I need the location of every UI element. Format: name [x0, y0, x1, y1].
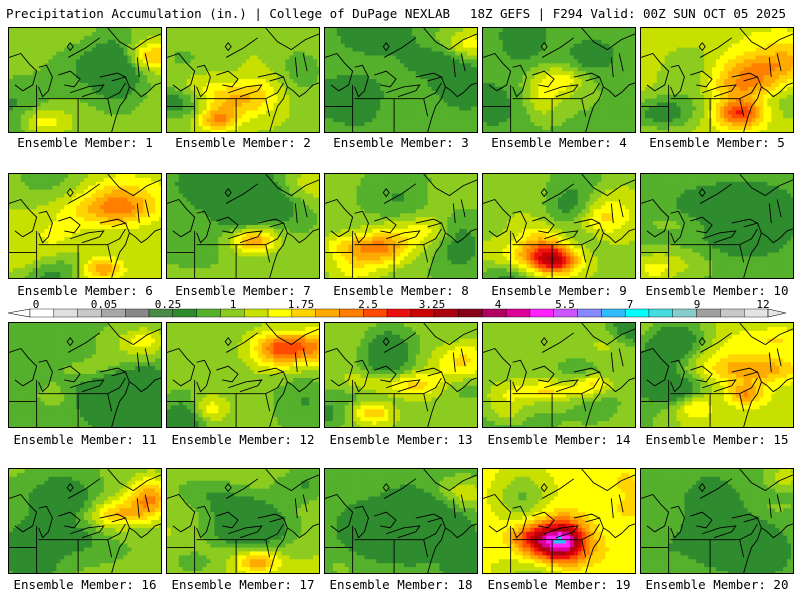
ensemble-member-map — [8, 322, 162, 428]
ensemble-member-map — [166, 322, 320, 428]
ensemble-member-label: Ensemble Member: 19 — [480, 577, 638, 592]
ensemble-member-map — [8, 27, 162, 133]
ensemble-member-map — [166, 173, 320, 279]
colorbar-segment — [315, 308, 340, 318]
colorbar-tick-label: 0 — [33, 298, 40, 311]
colorbar-tick-label: 4 — [495, 298, 502, 311]
ensemble-member-map — [640, 468, 794, 574]
colorbar-segment — [53, 308, 78, 318]
ensemble-member-label: Ensemble Member: 3 — [322, 135, 480, 150]
colorbar-segment — [624, 308, 650, 318]
colorbar-segment — [601, 308, 626, 318]
ensemble-member-map — [640, 27, 794, 133]
colorbar-tick-label: 3.25 — [419, 298, 446, 311]
colorbar-tick-label: 12 — [756, 298, 769, 311]
ensemble-member-map — [640, 322, 794, 428]
colorbar-segment — [672, 308, 697, 318]
colorbar-segment — [101, 308, 126, 318]
ensemble-member-label: Ensemble Member: 6 — [6, 283, 164, 298]
ensemble-member-map — [482, 173, 636, 279]
colorbar-segment — [386, 308, 412, 318]
colorbar-segment — [244, 308, 269, 318]
colorbar-tick-label: 2.5 — [358, 298, 378, 311]
run-valid-time: 18Z GEFS | F294 Valid: 00Z SUN OCT 05 20… — [470, 6, 786, 21]
colorbar-segment — [267, 308, 293, 318]
ensemble-member-map — [482, 322, 636, 428]
colorbar-right-arrow — [767, 308, 787, 318]
colorbar-segment — [529, 308, 554, 318]
colorbar-scale — [7, 308, 787, 318]
colorbar-segment — [125, 308, 150, 318]
ensemble-member-label: Ensemble Member: 17 — [164, 577, 322, 592]
header: Precipitation Accumulation (in.) | Colle… — [0, 0, 800, 26]
ensemble-member-map — [324, 27, 478, 133]
colorbar-tick-label: 0.05 — [91, 298, 118, 311]
ensemble-member-label: Ensemble Member: 20 — [638, 577, 796, 592]
ensemble-member-map — [324, 322, 478, 428]
colorbar-segment — [743, 308, 769, 318]
colorbar-segment — [77, 308, 102, 318]
colorbar-tick-label: 1.75 — [288, 298, 315, 311]
ensemble-member-label: Ensemble Member: 4 — [480, 135, 638, 150]
colorbar-segment — [434, 308, 459, 318]
colorbar-segment — [720, 308, 745, 318]
ensemble-member-label: Ensemble Member: 1 — [6, 135, 164, 150]
ensemble-member-label: Ensemble Member: 9 — [480, 283, 638, 298]
colorbar-segment — [339, 308, 364, 318]
colorbar-segment — [172, 308, 197, 318]
colorbar-left-arrow — [7, 308, 31, 318]
colorbar-tick-label: 1 — [230, 298, 237, 311]
ensemble-member-map — [482, 468, 636, 574]
colorbar-tick-label: 7 — [627, 298, 634, 311]
ensemble-member-map — [166, 468, 320, 574]
ensemble-member-label: Ensemble Member: 2 — [164, 135, 322, 150]
colorbar-tick-label: 9 — [694, 298, 701, 311]
colorbar-segment — [553, 308, 578, 318]
colorbar-segment — [29, 308, 55, 318]
colorbar-segment — [577, 308, 602, 318]
colorbar-segment — [148, 308, 174, 318]
ensemble-member-label: Ensemble Member: 14 — [480, 432, 638, 447]
colorbar-segment — [458, 308, 483, 318]
ensemble-member-label: Ensemble Member: 10 — [638, 283, 796, 298]
colorbar-segment — [410, 308, 435, 318]
ensemble-member-map — [8, 173, 162, 279]
colorbar-segment — [196, 308, 221, 318]
precip-colorbar: 0 0.05 0.25 1 1.75 2.5 3.25 4 5.5 7 9 12 — [0, 298, 800, 322]
ensemble-member-label: Ensemble Member: 5 — [638, 135, 796, 150]
ensemble-member-label: Ensemble Member: 15 — [638, 432, 796, 447]
colorbar-segment — [291, 308, 316, 318]
ensemble-member-label: Ensemble Member: 8 — [322, 283, 480, 298]
ensemble-member-map — [482, 27, 636, 133]
ensemble-member-label: Ensemble Member: 16 — [6, 577, 164, 592]
ensemble-member-label: Ensemble Member: 18 — [322, 577, 480, 592]
colorbar-segment — [648, 308, 673, 318]
map-title: Precipitation Accumulation (in.) | Colle… — [6, 6, 450, 21]
colorbar-tick-label: 0.25 — [155, 298, 182, 311]
ensemble-member-label: Ensemble Member: 13 — [322, 432, 480, 447]
colorbar-segment — [696, 308, 721, 318]
colorbar-segment — [482, 308, 507, 318]
colorbar-segment — [363, 308, 388, 318]
ensemble-member-label: Ensemble Member: 7 — [164, 283, 322, 298]
ensemble-member-map — [324, 173, 478, 279]
colorbar-tick-label: 5.5 — [555, 298, 575, 311]
ensemble-member-map — [640, 173, 794, 279]
colorbar-segment — [220, 308, 245, 318]
ensemble-member-label: Ensemble Member: 12 — [164, 432, 322, 447]
ensemble-member-map — [166, 27, 320, 133]
colorbar-segment — [505, 308, 531, 318]
ensemble-member-map — [8, 468, 162, 574]
ensemble-member-map — [324, 468, 478, 574]
ensemble-member-label: Ensemble Member: 11 — [6, 432, 164, 447]
